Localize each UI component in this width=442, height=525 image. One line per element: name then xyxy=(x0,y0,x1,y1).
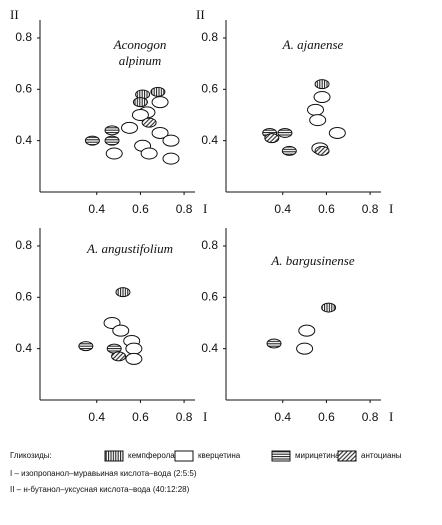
panel-title: A. angustifolium xyxy=(86,241,173,256)
x-tick-label: 0.4 xyxy=(274,410,291,424)
panel-title: A. ajanense xyxy=(282,37,344,52)
y-tick-label: 0.4 xyxy=(201,133,218,147)
spot xyxy=(125,352,143,365)
spot xyxy=(115,287,131,298)
y-tick-label: 0.8 xyxy=(15,238,32,252)
legend-swatch xyxy=(271,450,291,462)
x-tick-label: 0.8 xyxy=(362,202,379,216)
spot xyxy=(313,91,331,104)
spot xyxy=(125,342,143,355)
y-axis-label: II xyxy=(10,7,19,22)
spot xyxy=(162,152,180,165)
spot xyxy=(281,145,297,156)
y-tick-label: 0.6 xyxy=(15,81,32,95)
spot xyxy=(78,341,94,352)
x-tick-label: 0.4 xyxy=(88,410,105,424)
legend-swatch xyxy=(104,450,124,462)
note: I – изопропанол–муравьиная кислота–вода … xyxy=(10,469,197,478)
x-axis-label: I xyxy=(389,201,393,216)
y-tick-label: 0.6 xyxy=(15,289,32,303)
spot xyxy=(314,145,330,156)
panel-title: alpinum xyxy=(119,53,162,68)
x-tick-label: 0.8 xyxy=(362,410,379,424)
panel-title: Aconogon xyxy=(113,37,167,52)
note: II – н-бутанол–уксусная кислота–вода (40… xyxy=(10,485,190,494)
spot xyxy=(84,135,100,146)
x-axis-label: I xyxy=(389,409,393,424)
spot xyxy=(307,103,325,116)
spot xyxy=(141,117,157,128)
y-axis-label: II xyxy=(196,7,205,22)
x-tick-label: 0.6 xyxy=(132,410,149,424)
spot xyxy=(121,121,139,134)
y-tick-label: 0.6 xyxy=(201,81,218,95)
y-tick-label: 0.4 xyxy=(15,133,32,147)
spot xyxy=(296,342,314,355)
spot xyxy=(131,108,149,121)
x-tick-label: 0.6 xyxy=(132,202,149,216)
y-tick-label: 0.8 xyxy=(201,238,218,252)
y-tick-label: 0.8 xyxy=(15,30,32,44)
x-tick-label: 0.4 xyxy=(88,202,105,216)
spot xyxy=(111,351,127,362)
spot xyxy=(151,126,169,139)
spot xyxy=(150,86,166,97)
legend-label: мирицетина xyxy=(295,451,340,460)
x-tick-label: 0.6 xyxy=(318,202,335,216)
spot xyxy=(104,135,120,146)
y-tick-label: 0.8 xyxy=(201,30,218,44)
spot xyxy=(140,147,158,160)
legend-swatch xyxy=(337,450,357,462)
x-tick-label: 0.6 xyxy=(318,410,335,424)
panel-title: A. bargusinense xyxy=(270,253,355,268)
legend-label: кемпферола xyxy=(128,451,175,460)
spot xyxy=(309,114,327,127)
spot xyxy=(277,127,293,138)
spot xyxy=(105,147,123,160)
legend-label: кверцетина xyxy=(198,451,241,460)
spot xyxy=(264,133,280,144)
x-axis-label: I xyxy=(203,409,207,424)
spot xyxy=(266,338,282,349)
y-tick-label: 0.4 xyxy=(15,341,32,355)
x-tick-label: 0.8 xyxy=(176,202,193,216)
legend-label: антоцианы xyxy=(361,451,402,460)
spot xyxy=(162,134,180,147)
y-tick-label: 0.4 xyxy=(201,341,218,355)
spot xyxy=(314,79,330,90)
spot xyxy=(132,97,148,108)
x-tick-label: 0.4 xyxy=(274,202,291,216)
spot xyxy=(151,96,169,109)
x-axis-label: I xyxy=(203,201,207,216)
y-tick-label: 0.6 xyxy=(201,289,218,303)
spot xyxy=(112,324,130,337)
x-tick-label: 0.8 xyxy=(176,410,193,424)
spot xyxy=(321,302,337,313)
spot xyxy=(328,126,346,139)
spot xyxy=(298,324,316,337)
legend-swatch xyxy=(174,450,194,462)
spot xyxy=(104,125,120,136)
legend-title: Гликозиды: xyxy=(10,451,52,460)
